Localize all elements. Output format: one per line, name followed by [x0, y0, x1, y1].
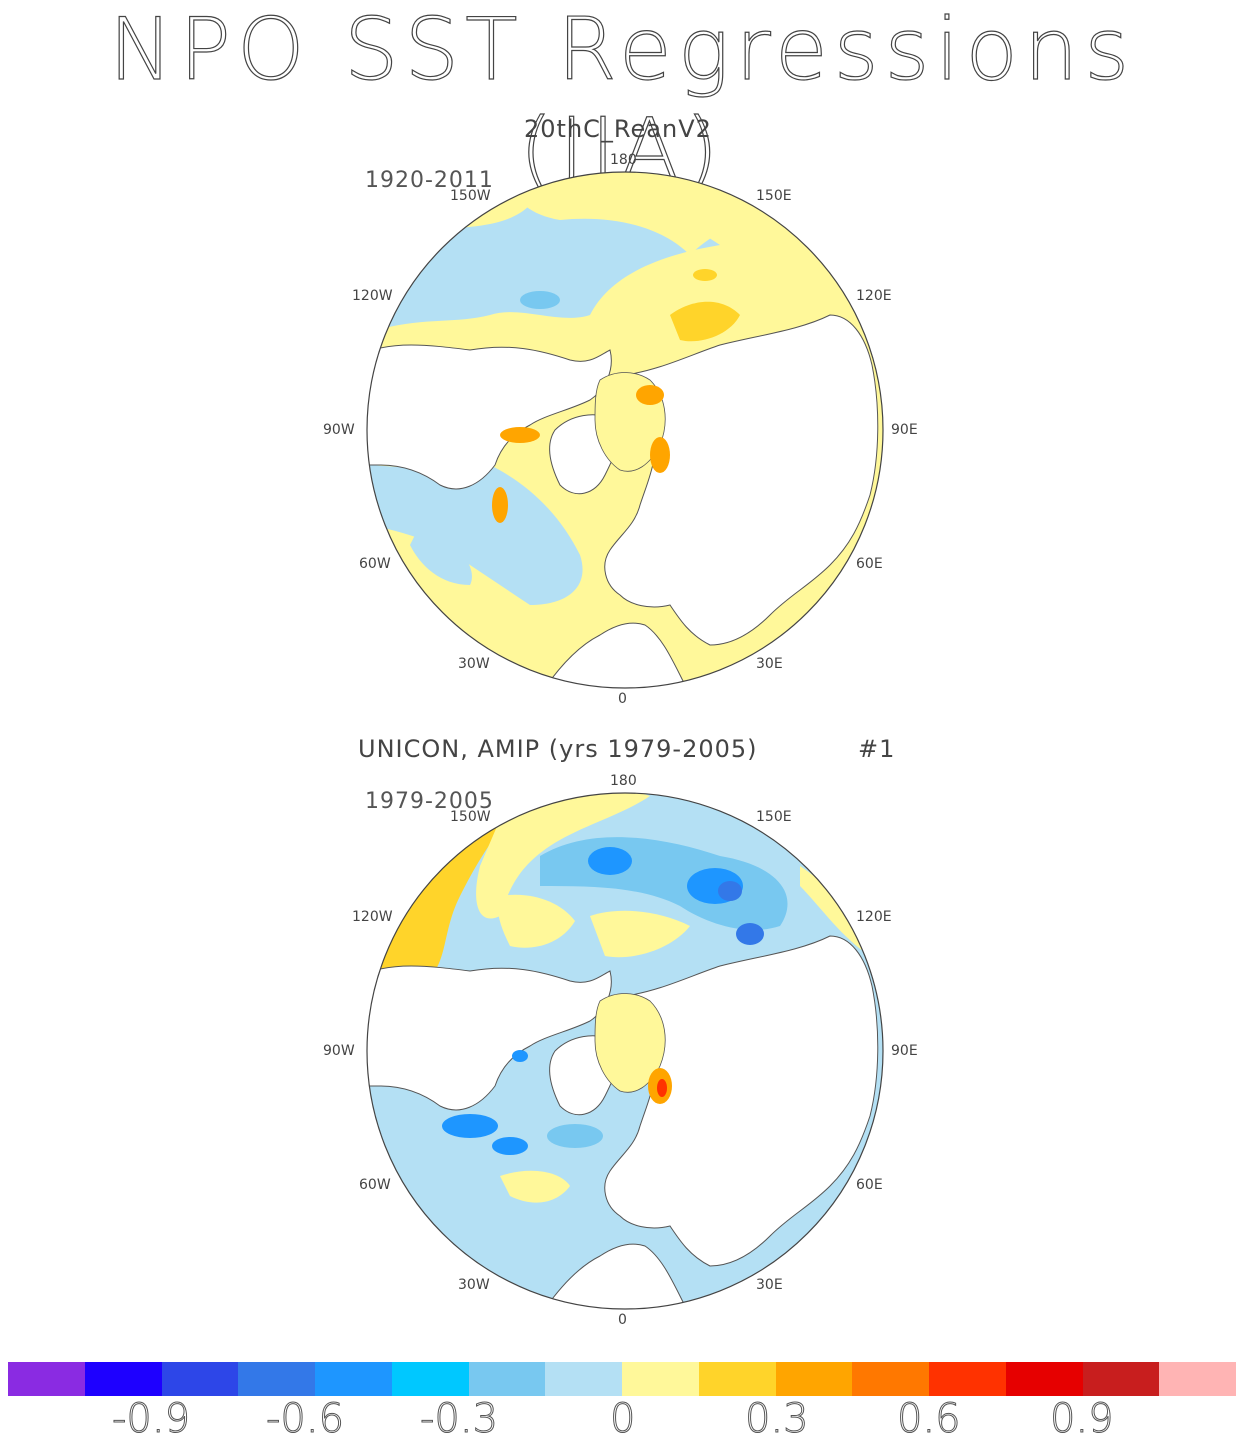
lon-label-0: 0: [618, 691, 627, 707]
land: [367, 935, 879, 1309]
arctic-anomaly: [492, 487, 508, 523]
colorbar-swatch: [1005, 1362, 1083, 1396]
polar-map-panel-2: [366, 792, 884, 1310]
panel-1-years: 1920-2011: [365, 168, 494, 193]
atlantic-anomaly: [547, 1124, 603, 1148]
colorbar-swatch: [545, 1362, 622, 1396]
atlantic-anomaly: [410, 525, 472, 585]
lon-label-90e: 90E: [891, 422, 918, 438]
lon-label-180: 180: [610, 152, 637, 168]
colorbar-tick-label: -0.9: [111, 1396, 191, 1443]
africa-land: [539, 1243, 691, 1309]
colorbar-swatch: [622, 1362, 699, 1396]
colorbar-tick-label: -0.3: [419, 1396, 499, 1443]
lon-label-180: 180: [610, 773, 637, 789]
pacific-anomaly: [476, 793, 650, 919]
pacific-anomaly: [520, 291, 560, 309]
pacific-anomaly: [736, 923, 764, 945]
lon-label-60w: 60W: [359, 1177, 391, 1193]
lon-label-30w: 30W: [458, 1277, 490, 1293]
colorbar-tick-label: 0.6: [897, 1396, 962, 1443]
map-boundary: [366, 792, 884, 1310]
pacific-anomaly: [693, 269, 717, 281]
lon-label-60e: 60E: [856, 1177, 883, 1193]
north-america-land: [367, 344, 612, 490]
north-america-land: [367, 965, 612, 1111]
lon-label-60e: 60E: [856, 556, 883, 572]
pacific-anomaly: [588, 847, 632, 875]
colorbar-swatch: [698, 1362, 776, 1396]
lon-label-60w: 60W: [359, 556, 391, 572]
atlantic-anomaly: [492, 1137, 528, 1155]
colorbar: [8, 1362, 1236, 1396]
atlantic-anomaly: [367, 465, 583, 605]
colorbar-swatch: [161, 1362, 239, 1396]
colorbar-swatch: [238, 1362, 315, 1396]
colorbar-swatch: [8, 1362, 85, 1396]
lon-label-30e: 30E: [756, 1277, 783, 1293]
lon-label-30e: 30E: [756, 656, 783, 672]
colorbar-swatch: [315, 1362, 392, 1396]
lon-label-120w: 120W: [352, 288, 393, 304]
colorbar-swatch: [852, 1362, 929, 1396]
pacific-anomaly: [718, 881, 742, 901]
map-boundary: [366, 171, 884, 689]
lon-label-150w: 150W: [450, 188, 491, 204]
atlantic-anomaly: [500, 1170, 570, 1203]
pacific-anomaly: [590, 910, 690, 958]
arctic-anomaly: [512, 1050, 528, 1062]
lon-label-150w: 150W: [450, 809, 491, 825]
pacific-anomaly: [498, 894, 575, 948]
panel-2-years: 1979-2005: [365, 789, 494, 814]
lon-label-120w: 120W: [352, 909, 393, 925]
arctic-anomaly: [657, 1079, 667, 1097]
map-field: [367, 172, 883, 688]
lon-label-30w: 30W: [458, 656, 490, 672]
colorbar-tick-labels: -0.9 -0.6 -0.3 0 0.3 0.6 0.9: [0, 1396, 1244, 1443]
pacific-anomaly: [800, 866, 870, 956]
map-field: [367, 793, 883, 1309]
colorbar-swatch: [1082, 1362, 1160, 1396]
arctic-anomaly: [636, 385, 664, 405]
arctic-anomaly: [500, 427, 540, 443]
lon-label-120e: 120E: [856, 909, 892, 925]
pacific-anomaly: [670, 301, 740, 342]
panel-2-title: UNICON, AMIP (yrs 1979-2005): [358, 735, 758, 763]
arctic-ocean: [594, 993, 666, 1093]
atlantic-anomaly: [442, 1114, 498, 1138]
eurasia-land: [604, 314, 879, 646]
colorbar-swatch: [929, 1362, 1006, 1396]
colorbar-swatch: [1159, 1362, 1236, 1396]
lon-label-0: 0: [618, 1312, 627, 1328]
colorbar-swatch: [391, 1362, 469, 1396]
colorbar-tick-label: 0.9: [1050, 1396, 1115, 1443]
polar-map-panel-1: [366, 171, 884, 689]
panel-1-title: 20thC_ReanV2: [524, 115, 712, 143]
africa-land: [539, 622, 691, 688]
pacific-anomaly: [510, 172, 780, 255]
lon-label-90e: 90E: [891, 1043, 918, 1059]
main-title: NPO SST Regressions (JJA): [108, 0, 1136, 201]
colorbar-tick-label: -0.6: [265, 1396, 345, 1443]
lon-label-90w: 90W: [323, 422, 355, 438]
colorbar-swatch: [84, 1362, 162, 1396]
eurasia-land: [604, 935, 879, 1267]
colorbar-swatch: [775, 1362, 853, 1396]
lon-label-90w: 90W: [323, 1043, 355, 1059]
arctic-anomaly: [650, 437, 670, 473]
lon-label-120e: 120E: [856, 288, 892, 304]
lon-label-150e: 150E: [756, 188, 792, 204]
colorbar-swatch: [468, 1362, 546, 1396]
panel-2-run-id: #1: [858, 735, 896, 763]
colorbar-tick-label: 0.3: [745, 1396, 810, 1443]
colorbar-tick-label: 0: [609, 1396, 636, 1443]
lon-label-150e: 150E: [756, 809, 792, 825]
